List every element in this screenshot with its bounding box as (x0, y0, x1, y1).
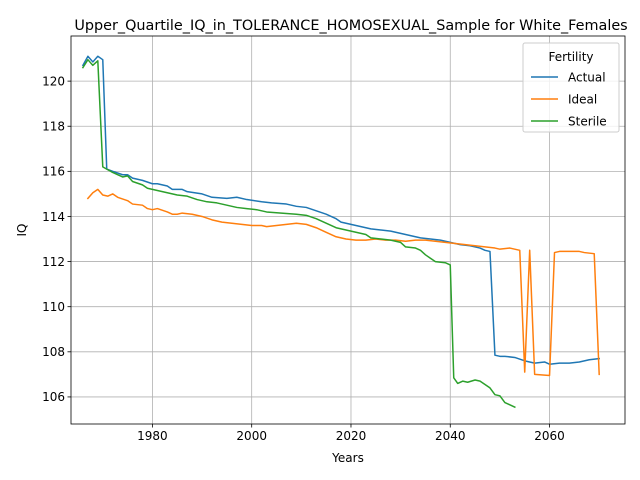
legend-label-ideal: Ideal (568, 92, 597, 106)
x-tick-label: 2000 (236, 429, 267, 443)
y-tick-label: 106 (42, 390, 65, 404)
legend-box (522, 42, 620, 133)
y-axis-title: IQ (15, 224, 29, 237)
y-tick-label: 116 (42, 165, 65, 179)
y-axis-ticks: 106 108 110 112 114 116 118 120 (42, 74, 71, 404)
x-tick-label: 2020 (336, 429, 367, 443)
y-tick-label: 120 (42, 74, 65, 88)
grid (71, 36, 625, 424)
series-line-ideal (86, 188, 600, 377)
legend: Fertility Actual Ideal Sterile (522, 42, 620, 133)
legend-items: Actual Ideal Sterile (531, 70, 607, 128)
x-tick-label: 1980 (137, 429, 168, 443)
legend-label-sterile: Sterile (568, 114, 607, 128)
series-line-sterile (81, 58, 516, 409)
x-tick-label: 2060 (534, 429, 565, 443)
x-tick-label: 2040 (435, 429, 466, 443)
x-axis-title: Years (331, 451, 364, 465)
chart-title: Upper_Quartile_IQ_in_TOLERANCE_HOMOSEXUA… (74, 18, 627, 34)
y-tick-label: 112 (42, 255, 65, 269)
y-tick-label: 108 (42, 345, 65, 359)
y-tick-label: 114 (42, 210, 65, 224)
series-layer (81, 55, 601, 409)
y-tick-label: 118 (42, 120, 65, 134)
series-line-actual (81, 55, 601, 365)
y-tick-label: 110 (42, 300, 65, 314)
legend-title: Fertility (548, 50, 593, 64)
x-axis-ticks: 1980 2000 2020 2040 2060 (137, 424, 565, 443)
legend-label-actual: Actual (568, 70, 606, 84)
plot-frame (70, 35, 626, 425)
